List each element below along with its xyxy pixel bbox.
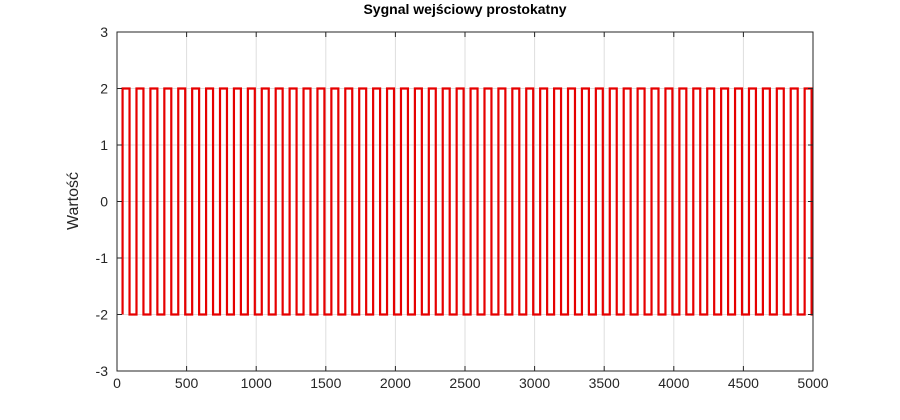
y-tick-label: -2 — [96, 307, 109, 323]
x-tick-label: 2000 — [380, 375, 411, 391]
y-tick-label: 3 — [100, 24, 108, 40]
x-tick-label: 5000 — [797, 375, 828, 391]
y-tick-label: -1 — [96, 250, 109, 266]
y-axis-label: Wartość — [65, 172, 82, 230]
y-axis: -3 -2 -1 0 1 2 3 — [96, 24, 813, 379]
x-tick-label: 1500 — [310, 375, 341, 391]
series-layer — [121, 87, 813, 316]
x-tick-label: 4000 — [658, 375, 689, 391]
x-tick-label: 0 — [113, 375, 121, 391]
y-tick-label: 2 — [100, 81, 108, 97]
x-tick-label: 3500 — [589, 375, 620, 391]
x-tick-label: 1000 — [241, 375, 272, 391]
y-tick-label: 1 — [100, 137, 108, 153]
y-tick-label: 0 — [100, 194, 108, 210]
x-tick-label: 500 — [175, 375, 199, 391]
x-tick-label: 4500 — [728, 375, 759, 391]
x-axis: 0 500 1000 1500 2000 2500 3000 3500 4000 4500 5000 — [113, 32, 829, 391]
x-tick-label: 3000 — [519, 375, 550, 391]
chart-title: Sygnal wejściowy prostokatny — [363, 1, 566, 17]
square-wave-series — [121, 87, 813, 316]
x-tick-label: 2500 — [449, 375, 480, 391]
y-tick-label: -3 — [96, 363, 109, 379]
